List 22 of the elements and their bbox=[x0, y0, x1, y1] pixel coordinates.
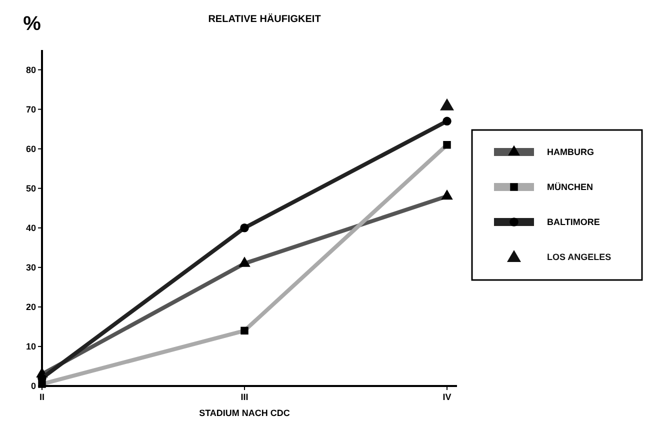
x-tick-label: IV bbox=[442, 392, 452, 402]
text: LOS ANGELES bbox=[547, 252, 612, 262]
point bbox=[440, 98, 454, 110]
y-tick-label: 70 bbox=[26, 104, 36, 114]
x-tick-label: III bbox=[240, 392, 248, 402]
y-tick-label: 60 bbox=[26, 144, 36, 154]
legend-label: MÜNCHEN bbox=[547, 182, 593, 192]
y-tick-label: 20 bbox=[26, 302, 36, 312]
chart-title: RELATIVE HÄUFIGKEIT bbox=[208, 13, 321, 25]
legend-label: BALTIMORE bbox=[547, 217, 600, 228]
point bbox=[442, 116, 452, 126]
x-tick-label: II bbox=[39, 392, 45, 402]
y-tick-label: 80 bbox=[26, 64, 36, 75]
x-axis-title: STADIUM NACH CDC bbox=[199, 408, 290, 418]
y-tick-label: 40 bbox=[26, 223, 36, 234]
y-axis-title: % bbox=[23, 13, 42, 35]
legend-label: HAMBURG bbox=[547, 147, 594, 158]
y-tick-label: 30 bbox=[26, 262, 36, 273]
y-tick-label: 50 bbox=[26, 184, 36, 194]
y-tick-label: 0 bbox=[30, 381, 36, 392]
y-tick-label: 10 bbox=[26, 342, 36, 352]
point bbox=[240, 224, 249, 232]
